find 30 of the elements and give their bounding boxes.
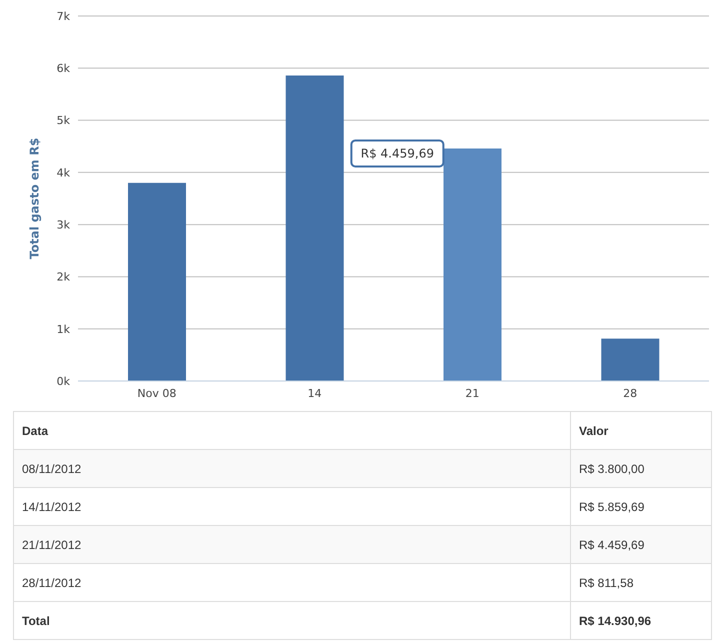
- x-tick-label: 21: [465, 386, 480, 400]
- bar: [601, 338, 660, 381]
- bar: [128, 182, 186, 381]
- bar: [286, 75, 344, 381]
- y-axis-title: Total gasto em R$: [27, 138, 42, 260]
- text: 14/11/2012: [14, 488, 570, 526]
- text: R$ 811,58: [570, 564, 712, 602]
- y-tick-label: 3k: [56, 218, 71, 232]
- text: Data: [14, 412, 570, 450]
- text: Total: [14, 602, 570, 640]
- text: R$ 4.459,69: [570, 526, 712, 564]
- x-tick-label: 14: [308, 386, 322, 400]
- bar: [444, 148, 502, 381]
- y-tick-label: 1k: [56, 322, 71, 336]
- text: 21/11/2012: [14, 526, 570, 564]
- x-tick-label: Nov 08: [137, 386, 176, 400]
- y-tick-label: 6k: [56, 62, 71, 76]
- text: Valor: [570, 412, 712, 450]
- y-tick-label: 5k: [56, 114, 71, 128]
- text: R$ 14.930,96: [570, 602, 712, 640]
- annotation: R$ 4.459,69: [360, 146, 434, 160]
- x-tick-label: 28: [623, 386, 638, 400]
- text: R$ 5.859,69: [570, 488, 712, 526]
- text: 08/11/2012: [14, 450, 570, 488]
- y-tick-label: 7k: [56, 10, 71, 23]
- text: R$ 3.800,00: [570, 450, 712, 488]
- y-tick-label: 2k: [56, 270, 71, 284]
- text: 28/11/2012: [14, 564, 570, 602]
- y-tick-label: 0k: [56, 374, 71, 388]
- y-tick-label: 4k: [56, 166, 71, 180]
